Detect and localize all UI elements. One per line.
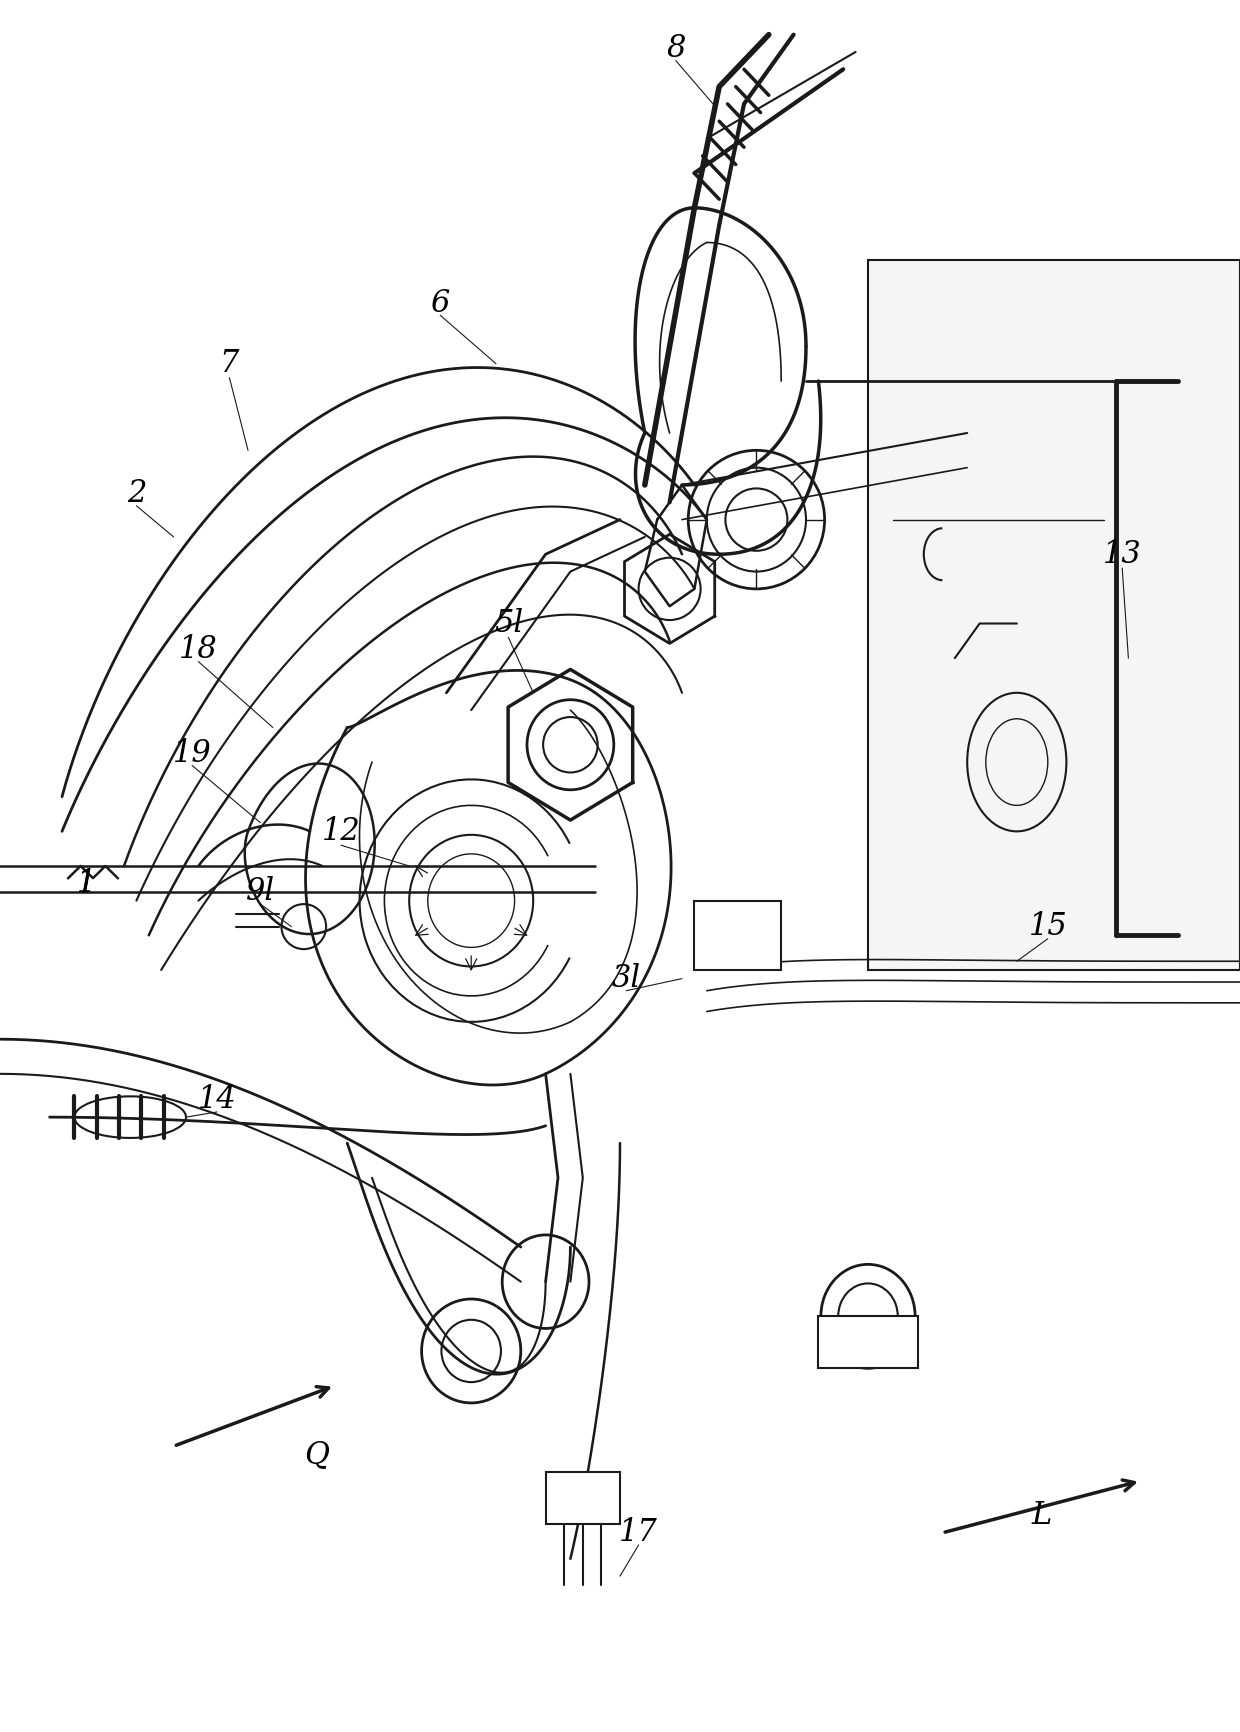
Bar [868,260,1240,970]
Text: L: L [1032,1500,1052,1531]
Text: 1: 1 [77,868,97,899]
Bar [546,1472,620,1524]
Text: 9l: 9l [246,876,275,908]
Text: 3l: 3l [611,963,641,994]
Text: 8: 8 [666,33,686,64]
Text: Q: Q [304,1439,329,1470]
Text: 14: 14 [197,1084,237,1115]
Text: 19: 19 [172,738,212,769]
Text: 5l: 5l [494,608,523,639]
Text: 6: 6 [430,288,450,319]
Text: 13: 13 [1102,539,1142,570]
Text: 17: 17 [619,1517,658,1548]
Text: 1: 1 [77,868,97,899]
Bar [818,1316,918,1368]
Bar [694,901,781,970]
Text: 7: 7 [219,348,239,379]
Text: 18: 18 [179,634,218,665]
Text: 12: 12 [321,816,361,847]
Text: 2: 2 [126,478,146,509]
Text: 15: 15 [1028,911,1068,942]
